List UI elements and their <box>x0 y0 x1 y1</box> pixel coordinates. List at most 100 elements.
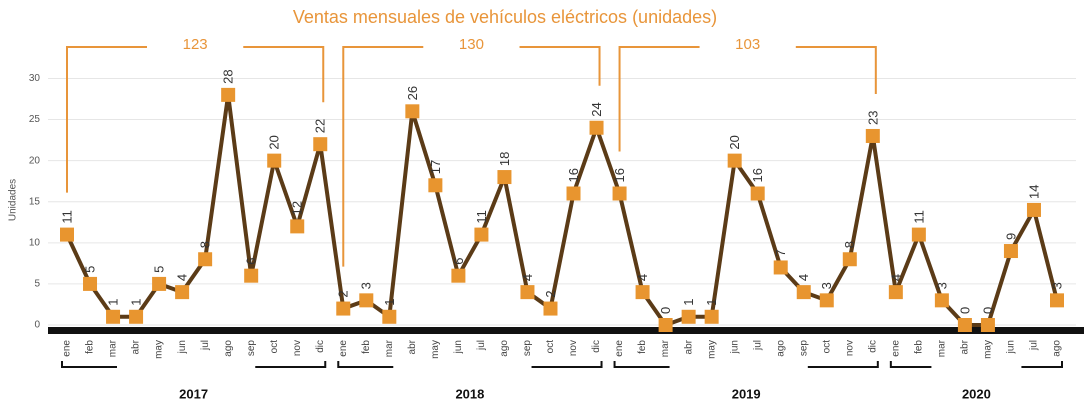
y-tick-label: 5 <box>34 279 40 290</box>
total-bracket <box>618 46 877 152</box>
y-tick-label: 0 <box>34 320 40 331</box>
x-tick-label: may <box>983 340 994 359</box>
y-tick-label: 20 <box>29 155 41 166</box>
data-label: 8 <box>198 241 213 248</box>
x-tick-label: oct <box>545 340 556 354</box>
data-label: 4 <box>175 274 190 281</box>
x-tick-label: feb <box>361 340 372 354</box>
x-tick-label: nov <box>292 340 303 356</box>
data-label: 1 <box>681 299 696 306</box>
year-bracket <box>61 361 327 368</box>
marker <box>106 309 121 324</box>
marker <box>658 318 673 332</box>
marker <box>313 137 328 152</box>
x-tick-label: ago <box>223 340 234 357</box>
marker <box>152 276 167 291</box>
data-label: 6 <box>451 257 466 264</box>
marker <box>428 178 443 193</box>
year-label: 2019 <box>732 386 761 401</box>
x-tick-label: abr <box>407 339 418 354</box>
x-tick-label: jun <box>729 340 740 354</box>
x-tick-label: ago <box>775 340 786 357</box>
data-label: 18 <box>497 152 512 166</box>
marker <box>1026 202 1041 217</box>
marker <box>359 293 374 308</box>
x-tick-label: oct <box>269 340 280 354</box>
marker <box>382 309 397 324</box>
data-label: 26 <box>405 86 420 100</box>
data-label: 2 <box>336 290 351 297</box>
marker <box>727 153 742 168</box>
data-label: 0 <box>980 307 995 314</box>
year-label: 2017 <box>179 386 208 401</box>
x-tick-label: mar <box>384 339 395 357</box>
data-label: 4 <box>888 274 903 281</box>
marker <box>566 186 581 201</box>
marker <box>474 227 489 242</box>
data-label: 3 <box>359 282 374 289</box>
data-label: 22 <box>313 119 328 133</box>
data-label: 11 <box>474 210 489 224</box>
x-tick-label: abr <box>960 339 971 354</box>
x-tick-label: sep <box>246 340 257 357</box>
data-label: 20 <box>267 135 282 149</box>
data-label: 23 <box>865 111 880 125</box>
x-tick-label: dic <box>315 340 326 353</box>
marker <box>198 252 213 267</box>
marker <box>635 285 650 300</box>
marker <box>129 309 144 324</box>
total-bracket <box>342 46 601 267</box>
x-tick-label: ago <box>499 340 510 357</box>
x-tick-label: sep <box>798 340 809 357</box>
x-tick-label: ene <box>614 340 625 357</box>
marker <box>290 219 305 234</box>
marker <box>405 104 420 119</box>
marker <box>497 170 512 185</box>
data-label: 1 <box>129 299 144 306</box>
x-tick-label: nov <box>844 340 855 356</box>
data-label: 8 <box>842 241 857 248</box>
marker <box>980 318 995 332</box>
x-tick-label: jul <box>476 340 487 351</box>
x-tick-label: abr <box>131 339 142 354</box>
marker <box>1003 244 1018 259</box>
marker <box>819 293 834 308</box>
data-label: 16 <box>612 168 627 182</box>
marker <box>244 268 259 283</box>
marker <box>60 227 74 242</box>
marker <box>750 186 765 201</box>
x-tick-label: jul <box>200 340 211 351</box>
marker <box>83 276 98 291</box>
marker <box>451 268 466 283</box>
data-label: 14 <box>1026 184 1041 198</box>
marker <box>796 285 811 300</box>
x-tick-label: abr <box>683 339 694 354</box>
x-axis-bar <box>48 327 1084 334</box>
data-label: 1 <box>704 299 719 306</box>
year-bracket <box>337 361 603 368</box>
marker <box>520 285 535 300</box>
chart-title: Ventas mensuales de vehículos eléctricos… <box>293 7 717 27</box>
data-label: 3 <box>1049 282 1064 289</box>
marker <box>934 293 949 308</box>
year-bracket <box>889 361 1063 368</box>
data-label: 5 <box>152 266 167 273</box>
year-total: 103 <box>735 36 760 53</box>
x-tick-label: jun <box>453 340 464 354</box>
data-label: 16 <box>566 168 581 182</box>
data-label: 4 <box>520 274 535 281</box>
x-tick-label: nov <box>568 340 579 356</box>
y-tick-label: 10 <box>29 237 41 248</box>
data-label: 3 <box>819 282 834 289</box>
data-label: 6 <box>244 257 259 264</box>
marker <box>888 285 903 300</box>
x-tick-label: may <box>430 340 441 359</box>
series-line <box>65 92 1059 327</box>
data-label: 16 <box>750 168 765 182</box>
x-tick-label: dic <box>591 340 602 353</box>
x-tick-label: feb <box>637 340 648 354</box>
x-tick-label: ene <box>890 340 901 357</box>
x-tick-label: mar <box>660 339 671 357</box>
marker <box>773 260 788 275</box>
